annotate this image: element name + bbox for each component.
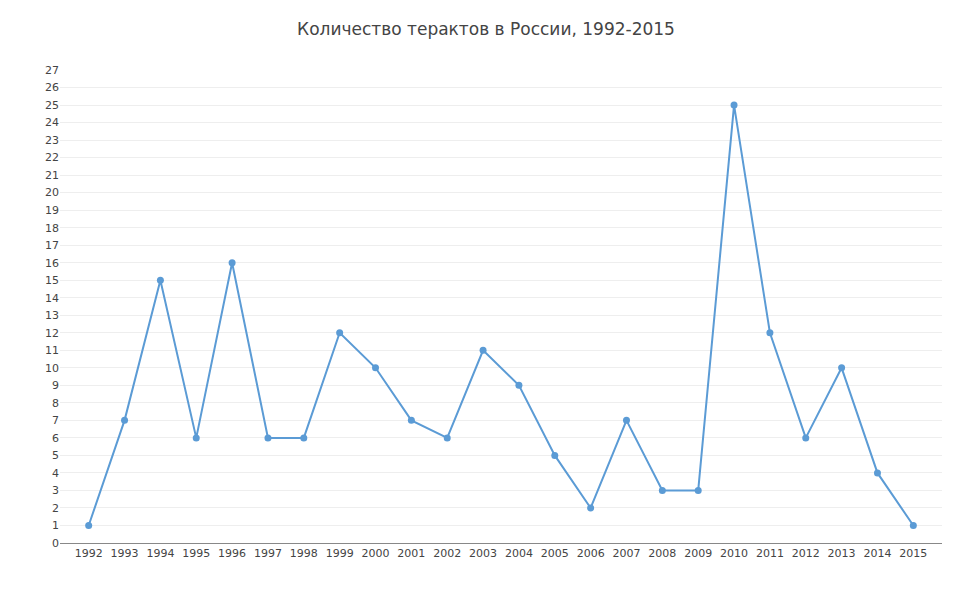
svg-text:2014: 2014	[863, 547, 891, 560]
svg-text:13: 13	[45, 309, 59, 322]
svg-text:3: 3	[52, 484, 59, 497]
svg-text:2002: 2002	[433, 547, 461, 560]
svg-text:7: 7	[52, 414, 59, 427]
svg-text:9: 9	[52, 379, 59, 392]
svg-text:1998: 1998	[290, 547, 318, 560]
svg-text:4: 4	[52, 467, 59, 480]
svg-text:24: 24	[45, 116, 59, 129]
svg-text:1: 1	[52, 519, 59, 532]
svg-text:21: 21	[45, 169, 59, 182]
svg-text:2000: 2000	[362, 547, 390, 560]
svg-text:14: 14	[45, 292, 59, 305]
svg-text:2: 2	[52, 502, 59, 515]
svg-text:16: 16	[45, 257, 59, 270]
svg-text:20: 20	[45, 186, 59, 199]
svg-text:2010: 2010	[720, 547, 748, 560]
svg-text:2004: 2004	[505, 547, 533, 560]
svg-text:2003: 2003	[469, 547, 497, 560]
svg-text:12: 12	[45, 327, 59, 340]
svg-text:15: 15	[45, 274, 59, 287]
svg-text:Количество терактов в России,: Количество терактов в России, 1992-2015	[297, 19, 675, 39]
svg-text:26: 26	[45, 81, 59, 94]
svg-text:1994: 1994	[146, 547, 174, 560]
svg-text:18: 18	[45, 222, 59, 235]
svg-text:2005: 2005	[541, 547, 569, 560]
svg-text:1996: 1996	[218, 547, 246, 560]
svg-text:2007: 2007	[612, 547, 640, 560]
svg-text:10: 10	[45, 362, 59, 375]
svg-text:11: 11	[45, 344, 59, 357]
svg-text:25: 25	[45, 99, 59, 112]
svg-text:2008: 2008	[648, 547, 676, 560]
svg-text:2011: 2011	[756, 547, 784, 560]
svg-text:1997: 1997	[254, 547, 282, 560]
svg-text:17: 17	[45, 239, 59, 252]
svg-text:19: 19	[45, 204, 59, 217]
svg-text:2012: 2012	[792, 547, 820, 560]
svg-text:8: 8	[52, 397, 59, 410]
svg-text:2001: 2001	[397, 547, 425, 560]
svg-text:0: 0	[52, 537, 59, 550]
svg-text:1999: 1999	[326, 547, 354, 560]
svg-text:2015: 2015	[899, 547, 927, 560]
svg-text:23: 23	[45, 134, 59, 147]
svg-text:6: 6	[52, 432, 59, 445]
svg-text:2013: 2013	[828, 547, 856, 560]
svg-text:5: 5	[52, 449, 59, 462]
svg-text:1992: 1992	[75, 547, 103, 560]
svg-text:1995: 1995	[182, 547, 210, 560]
svg-text:27: 27	[45, 64, 59, 77]
svg-text:2009: 2009	[684, 547, 712, 560]
svg-text:1993: 1993	[111, 547, 139, 560]
svg-text:2006: 2006	[577, 547, 605, 560]
svg-text:22: 22	[45, 151, 59, 164]
